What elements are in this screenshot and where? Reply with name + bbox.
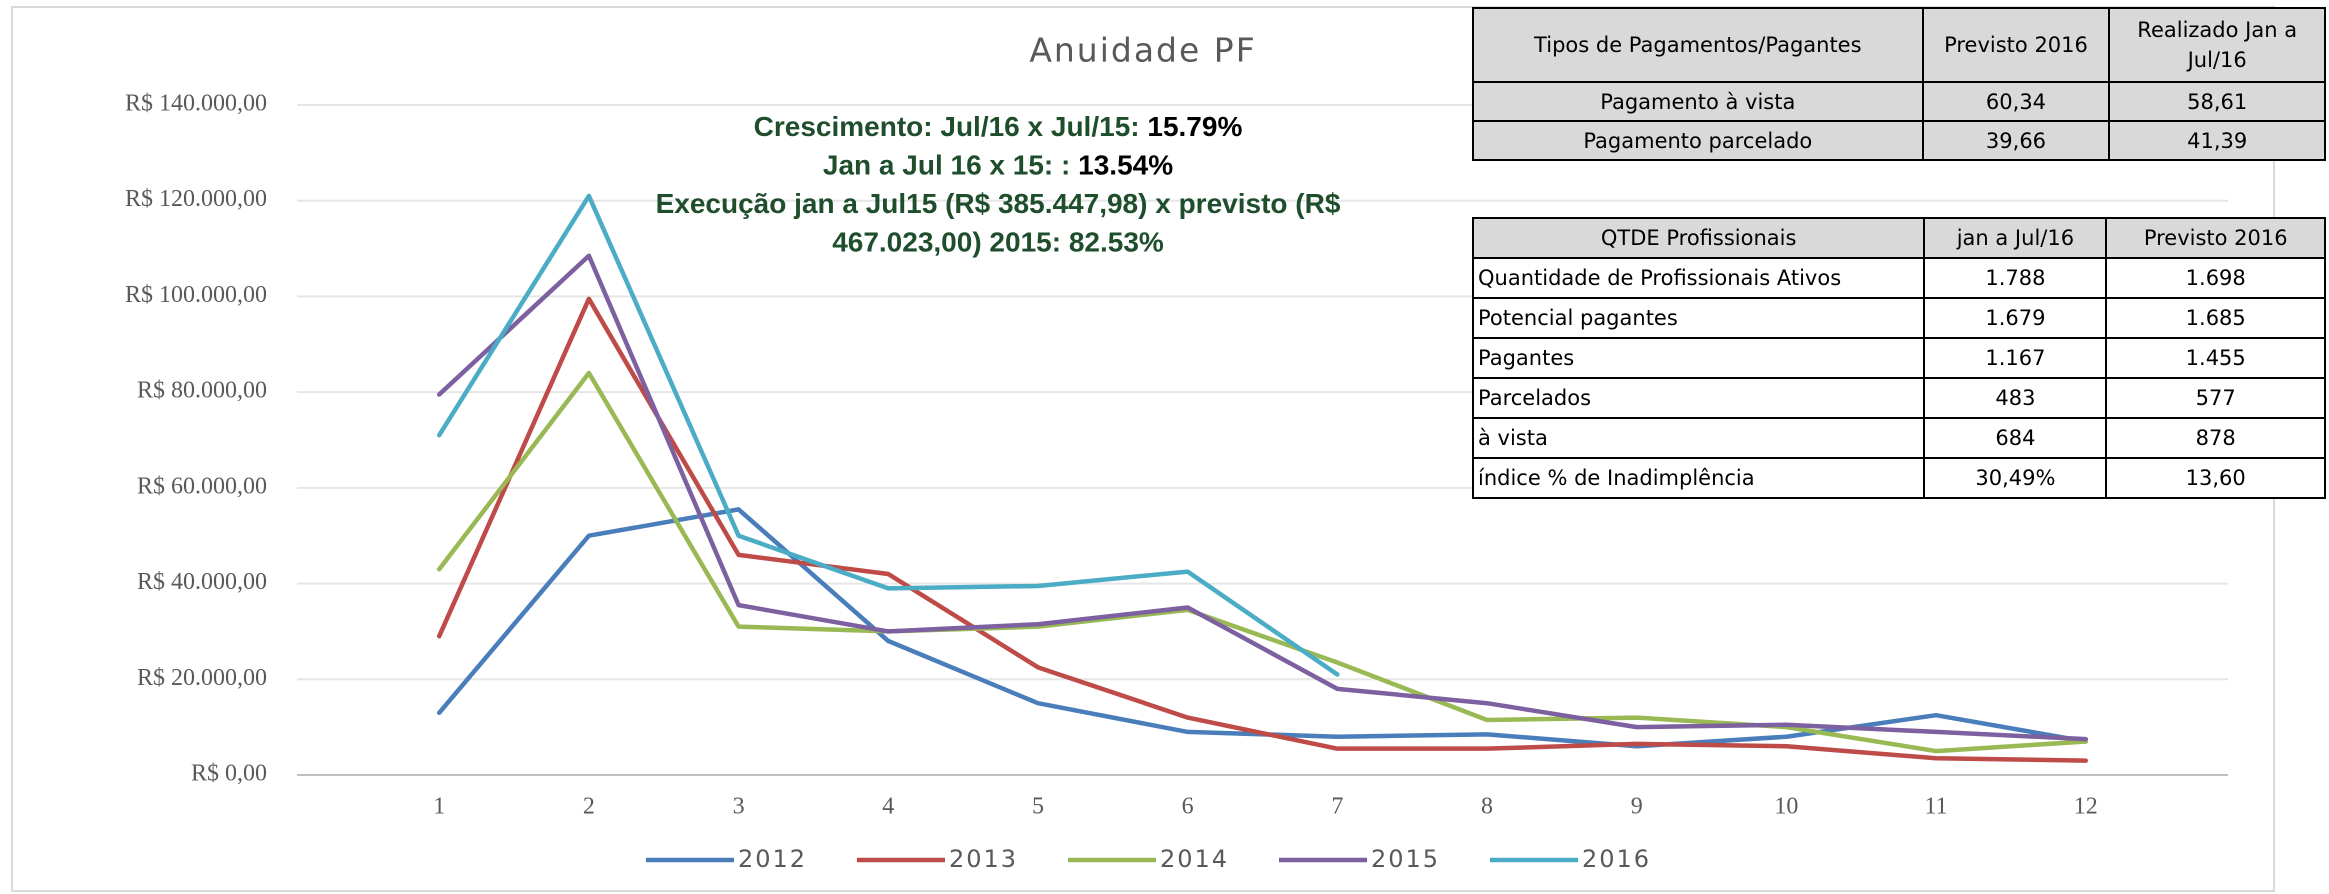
table-cell: 577	[2105, 377, 2326, 419]
table-cell: 1.679	[1923, 297, 2108, 339]
annotation-value: 13.54%	[1078, 150, 1173, 181]
table-cell: 483	[1923, 377, 2108, 419]
table-cell: 878	[2105, 417, 2326, 459]
table-cell: Previsto 2016	[1921, 7, 2111, 83]
series-line	[436, 296, 2089, 763]
annotation-text: 467.023,00) 2015: 82.53%	[832, 227, 1164, 258]
table-cell: Realizado Jan a Jul/16	[2108, 7, 2326, 83]
header-row: QTDE Profissionais jan a Jul/16 Previsto 2…	[1471, 217, 2326, 259]
y-tick-label: R$ 20.000,00	[137, 665, 267, 691]
table-row: à vista 684 878	[1471, 417, 2326, 459]
chart-title: Anuidade PF	[1029, 31, 1256, 70]
table-cell: Potencial pagantes	[1471, 297, 1926, 339]
x-tick-label: 2	[583, 794, 595, 820]
y-tick-label: R$ 80.000,00	[137, 378, 267, 404]
table-cell: 1.167	[1923, 337, 2108, 379]
x-tick-label: 8	[1481, 794, 1493, 820]
table-cell: 41,39	[2108, 120, 2326, 161]
y-tick-label: R$ 40.000,00	[137, 569, 267, 595]
table-cell: Pagamento parcelado	[1472, 120, 1924, 161]
table-cell: 1.685	[2105, 297, 2326, 339]
table-cell: Pagamento à vista	[1472, 81, 1924, 122]
series-line	[436, 507, 2089, 749]
professionals-table: QTDE Profissionais jan a Jul/16 Previsto 2…	[1471, 217, 2326, 499]
x-tick-label: 4	[882, 794, 894, 820]
table-cell: 1.455	[2105, 337, 2326, 379]
table-cell: 13,60	[2105, 457, 2326, 499]
series-line	[436, 370, 2089, 754]
legend-label: 2012	[738, 845, 807, 873]
table-row: Potencial pagantes 1.679 1.685	[1471, 297, 2326, 339]
annotation-value: 15.79%	[1147, 111, 1242, 142]
table-cell: 60,34	[1921, 81, 2111, 122]
y-tick-label: R$ 120.000,00	[125, 186, 267, 212]
table-row: Pagamento à vista 60,34 58,61	[1472, 81, 2326, 122]
table-cell: índice % de Inadimplência	[1471, 457, 1926, 499]
x-tick-label: 1	[433, 794, 445, 820]
table-row: Pagamento parcelado 39,66 41,39	[1472, 120, 2326, 161]
table-cell: jan a Jul/16	[1923, 217, 2108, 259]
annotation-text: Jan a Jul 16 x 15: :	[823, 150, 1070, 181]
annotation-text: Execução jan a Jul15 (R$ 385.447,98) x p…	[656, 188, 1341, 219]
table-cell: 1.698	[2105, 257, 2326, 299]
series-line	[436, 193, 1340, 677]
x-tick-label: 3	[733, 794, 745, 820]
table-cell: 39,66	[1921, 120, 2111, 161]
annotation: 467.023,00) 2015: 82.53%	[832, 227, 1164, 258]
annotation-text: Crescimento: Jul/16 x Jul/15:	[754, 111, 1140, 142]
legend-label: 2013	[949, 845, 1018, 873]
table-cell: Parcelados	[1471, 377, 1926, 419]
x-tick-label: 9	[1631, 794, 1643, 820]
header-row: Tipos de Pagamentos/Pagantes Previsto 201…	[1472, 7, 2326, 83]
x-tick-label: 12	[2074, 794, 2098, 820]
y-tick-label: R$ 0,00	[191, 761, 267, 787]
table-cell: à vista	[1471, 417, 1926, 459]
annotation: Crescimento: Jul/16 x Jul/15: 15.79%	[754, 111, 1243, 142]
table-cell: Previsto 2016	[2105, 217, 2326, 259]
table-cell: 1.788	[1923, 257, 2108, 299]
table-cell: Tipos de Pagamentos/Pagantes	[1472, 7, 1924, 83]
table-row: Parcelados 483 577	[1471, 377, 2326, 419]
x-tick-label: 10	[1774, 794, 1798, 820]
table-cell: 30,49%	[1923, 457, 2108, 499]
x-tick-label: 11	[1925, 794, 1948, 820]
x-tick-label: 7	[1331, 794, 1343, 820]
legend-label: 2014	[1160, 845, 1229, 873]
table-row: Pagantes 1.167 1.455	[1471, 337, 2326, 379]
legend-label: 2015	[1371, 845, 1440, 873]
table-cell: Quantidade de Profissionais Ativos	[1471, 257, 1926, 299]
y-tick-label: R$ 140.000,00	[125, 91, 267, 117]
table-row: Quantidade de Profissionais Ativos 1.788 1…	[1471, 257, 2326, 299]
table-cell: 58,61	[2108, 81, 2326, 122]
table-cell: Pagantes	[1471, 337, 1926, 379]
x-tick-label: 5	[1032, 794, 1044, 820]
annotation: Jan a Jul 16 x 15: : 13.54%	[823, 150, 1173, 181]
y-tick-label: R$ 100.000,00	[125, 282, 267, 308]
y-tick-label: R$ 60.000,00	[137, 473, 267, 499]
legend-label: 2016	[1582, 845, 1651, 873]
series-line	[436, 253, 2089, 742]
payment-table: Tipos de Pagamentos/Pagantes Previsto 201…	[1472, 7, 2326, 161]
table-row: índice % de Inadimplência 30,49% 13,60	[1471, 457, 2326, 499]
table-cell: QTDE Profissionais	[1471, 217, 1926, 259]
annotation: Execução jan a Jul15 (R$ 385.447,98) x p…	[656, 188, 1341, 219]
x-tick-label: 6	[1182, 794, 1194, 820]
table-cell: 684	[1923, 417, 2108, 459]
